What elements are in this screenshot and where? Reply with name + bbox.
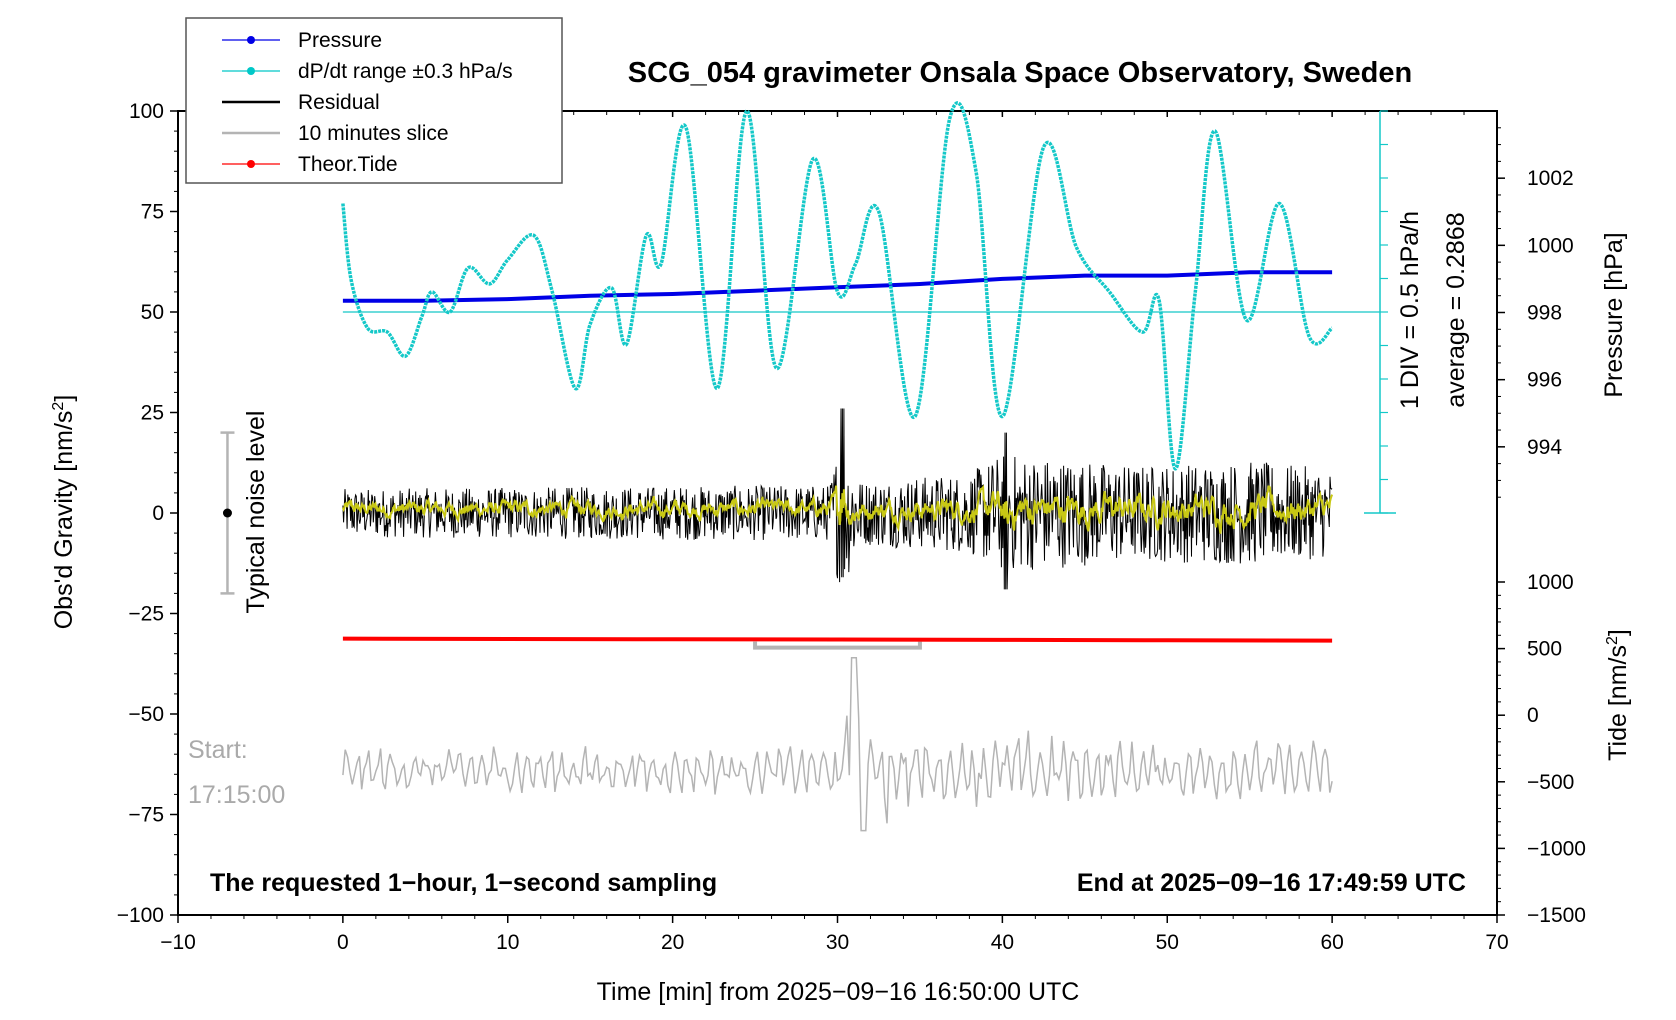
note-right: End at 2025−09−16 17:49:59 UTC [1077, 869, 1466, 897]
noise-level-indicator [220, 431, 235, 595]
legend-label: 10 minutes slice [298, 122, 449, 145]
dpdt-scale-bar [342, 110, 1396, 514]
y-tick-label: 25 [141, 402, 164, 425]
legend-marker [247, 160, 255, 168]
tide-tick-label: 0 [1527, 704, 1539, 727]
y-tick-label: 0 [152, 502, 164, 525]
noise-center-dot [222, 508, 232, 518]
tide-tick-label: −500 [1527, 771, 1574, 794]
legend-marker [247, 36, 255, 44]
slice-window-bracket [753, 641, 922, 650]
tide-axis-label-main: Tide [nm/s [1604, 645, 1632, 761]
pressure-tick-label: 994 [1527, 436, 1562, 459]
tide-tick-label: −1500 [1527, 904, 1586, 927]
note-left: The requested 1−hour, 1−second sampling [210, 869, 717, 897]
scale-avg-label: average = 0.2868 [1442, 212, 1470, 407]
x-tick-label: 10 [496, 931, 519, 954]
pressure-tick-label: 998 [1527, 302, 1562, 325]
tide-axis-ticks: 1000 500 0 −500 −1000 −1500 [1497, 571, 1586, 927]
x-axis-label: Time [min] from 2025−09−16 16:50:00 UTC [597, 978, 1080, 1006]
y-axis-label-main: Obs'd Gravity [nm/s [50, 411, 78, 630]
slice-line [342, 656, 1333, 832]
slice-series [342, 641, 1333, 832]
x-tick-label: 40 [991, 931, 1014, 954]
x-tick-label: −10 [160, 931, 196, 954]
dpdt-series [341, 101, 1334, 471]
start-label: Start: [188, 736, 248, 764]
pressure-axis-ticks: 1002 1000 998 996 994 [1497, 127, 1574, 498]
y-tick-label: 75 [141, 201, 164, 224]
legend-label: Residual [298, 91, 380, 114]
chart-title: SCG_054 gravimeter Onsala Space Observat… [628, 57, 1412, 89]
y-axis-label-sup: 2 [50, 402, 67, 411]
tide-series [342, 636, 1333, 643]
tide-tick-label: −1000 [1527, 837, 1586, 860]
x-tick-label: 20 [661, 931, 684, 954]
tide-axis-label-sup: 2 [1604, 636, 1621, 645]
x-tick-label: 60 [1320, 931, 1343, 954]
dpdt-line [341, 101, 1334, 471]
x-tick-label: 70 [1485, 931, 1508, 954]
y-axis-label-left: Obs'd Gravity [nm/s2] [50, 395, 78, 630]
tide-line [342, 636, 1333, 643]
noise-level-label: Typical noise level [242, 411, 270, 614]
pressure-tick-label: 1002 [1527, 167, 1574, 190]
tide-tick-label: 1000 [1527, 571, 1574, 594]
legend-label: Theor.Tide [298, 153, 398, 176]
tide-tick-label: 500 [1527, 638, 1562, 661]
y-axis-ticks: 100 75 50 25 0 −25 −50 −75 −100 [117, 100, 178, 927]
legend-marker [247, 67, 255, 75]
legend-label: dP/dt range ±0.3 hPa/s [298, 60, 513, 83]
y-tick-label: 50 [141, 301, 164, 324]
legend-label: Pressure [298, 29, 382, 52]
legend: Pressure dP/dt range ±0.3 hPa/s Residual 10… [185, 17, 563, 184]
y-tick-label: −75 [128, 804, 164, 827]
x-tick-label: 30 [826, 931, 849, 954]
y-tick-label: −25 [128, 603, 164, 626]
x-tick-label: 50 [1156, 931, 1179, 954]
x-axis-ticks: −10 0 10 20 30 40 50 60 70 [160, 111, 1509, 954]
legend-box [185, 17, 563, 184]
residual-line [342, 408, 1333, 590]
y-tick-label: 100 [129, 100, 164, 123]
x-tick-label: 0 [337, 931, 349, 954]
y-tick-label: −50 [128, 703, 164, 726]
pressure-tick-label: 996 [1527, 369, 1562, 392]
y-tick-label: −100 [117, 904, 164, 927]
pressure-tick-label: 1000 [1527, 234, 1574, 257]
residual-smooth-line [341, 484, 1334, 534]
start-time: 17:15:00 [188, 781, 285, 809]
legend-items: Pressure dP/dt range ±0.3 hPa/s Residual 10… [222, 29, 513, 176]
pressure-axis-label: Pressure [hPa] [1600, 232, 1628, 397]
tide-axis-label: Tide [nm/s2] [1604, 629, 1632, 761]
tide-axis-label-end: ] [1604, 629, 1632, 636]
residual-series [341, 408, 1334, 590]
y-axis-label-end: ] [50, 395, 78, 402]
scale-div-label: 1 DIV = 0.5 hPa/h [1396, 211, 1424, 409]
